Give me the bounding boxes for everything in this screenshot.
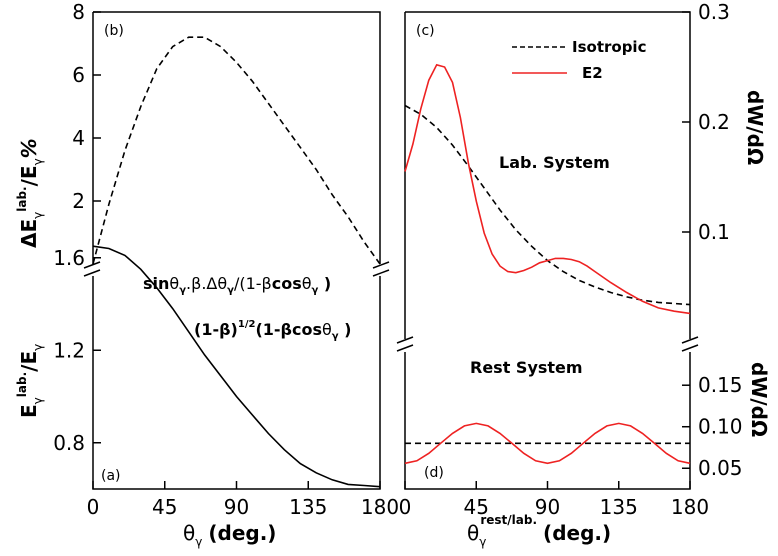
panel-label-b: (b) [104,23,124,39]
ylabel-a: Eγlab./Eγ [15,344,45,418]
xtick-label-a-45: 45 [152,495,177,519]
series-c-isotropic [404,104,691,306]
axis-break-marks [83,261,699,352]
ytick-label-d-0.15: 0.15 [698,373,743,397]
legend-isotropic-label: Isotropic [572,38,646,56]
ytick-label-c-0.3: 0.3 [698,0,730,24]
series-b-curve [92,36,381,265]
xtick-label-d-135: 135 [600,495,638,519]
annotation-d: Rest System [470,358,583,377]
ytick-label-b-6: 6 [72,63,85,87]
series-lines [92,36,691,488]
annotation-a: (1-β)1/2(1-βcosθγ ) [194,319,351,342]
ytick-label-a-1.6: 1.6 [53,246,85,270]
ytick-label-c-0.2: 0.2 [698,110,730,134]
tick-labels: 2 4 6 8 0.8 1.2 1.6 0 45 90 135 180 0.1 0.2 0.3 0.05 0.1… [53,0,742,519]
xtick-label-a-135: 135 [289,495,327,519]
panel-b-frame [92,11,381,264]
annotation-b: sinθγ.β.Δθγ/(1-βcosθγ ) [143,274,331,296]
xtick-label-d-0: 0 [399,495,412,519]
ytick-label-c-0.1: 0.1 [698,220,730,244]
series-c-e2 [404,63,691,315]
ylabel-c: dW/dΩ [743,90,767,165]
legend-e2-label: E2 [582,64,603,82]
ytick-label-a-0.8: 0.8 [53,431,85,455]
panel-a-frame [92,276,381,490]
legend: Isotropic E2 [512,38,646,82]
panel-label-a: (a) [101,468,121,484]
ytick-label-b-2: 2 [72,189,85,213]
ytick-label-a-1.2: 1.2 [53,338,85,362]
ytick-label-b-4: 4 [72,126,85,150]
panel-label-c: (c) [416,23,435,39]
series-d-e2 [404,422,691,465]
xtick-label-a-90: 90 [224,495,249,519]
xlabel-left: θγ (deg.) [183,521,276,549]
series-a-curve [92,245,381,488]
xtick-label-d-90: 90 [535,495,560,519]
xtick-label-a-180: 180 [361,495,399,519]
xlabel-right: θγrest/lab.(deg.) [467,513,611,549]
ylabel-d: dW/dΩ [747,362,771,437]
panel-c-frame [404,11,691,339]
panel-label-d: (d) [424,465,444,481]
axis-ticks [92,11,691,489]
xtick-label-d-180: 180 [671,495,709,519]
ytick-label-b-8: 8 [72,0,85,24]
ylabel-b: ΔEγlab./Eγ% [15,138,45,248]
ytick-label-d-0.05: 0.05 [698,456,743,480]
xtick-label-d-45: 45 [464,495,489,519]
ytick-label-d-0.10: 0.10 [698,415,743,439]
xtick-label-a-0: 0 [87,495,100,519]
annotation-c: Lab. System [499,153,610,172]
